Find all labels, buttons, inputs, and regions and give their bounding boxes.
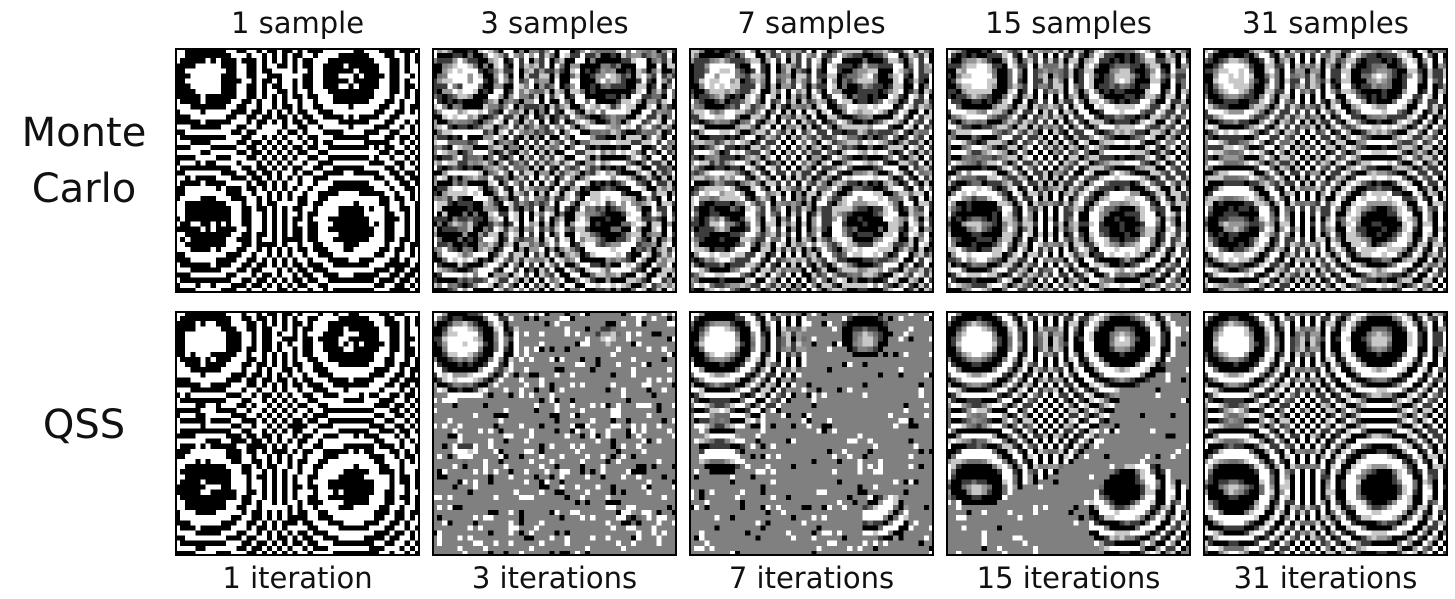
result-image [946, 311, 1191, 556]
row-label: QSS [4, 397, 164, 453]
result-image [432, 311, 677, 556]
result-image [175, 311, 420, 556]
column-label: 3 iterations [426, 561, 683, 595]
result-image [689, 311, 934, 556]
column-label: 15 samples [940, 6, 1197, 40]
column-label: 15 iterations [940, 561, 1197, 595]
result-image [1203, 311, 1448, 556]
result-image [432, 48, 677, 293]
result-image [1203, 48, 1448, 293]
result-image [689, 48, 934, 293]
column-label: 7 iterations [683, 561, 940, 595]
figure: Monte Carlo QSS 1 sample 1 iteration 3 sam… [0, 0, 1455, 599]
result-image [946, 48, 1191, 293]
column-label: 1 iteration [169, 561, 426, 595]
result-image [175, 48, 420, 293]
column-label: 1 sample [169, 6, 426, 40]
row-label: Monte Carlo [4, 105, 164, 217]
column-label: 3 samples [426, 6, 683, 40]
column-label: 31 iterations [1197, 561, 1454, 595]
column-label: 7 samples [683, 6, 940, 40]
column-label: 31 samples [1197, 6, 1454, 40]
